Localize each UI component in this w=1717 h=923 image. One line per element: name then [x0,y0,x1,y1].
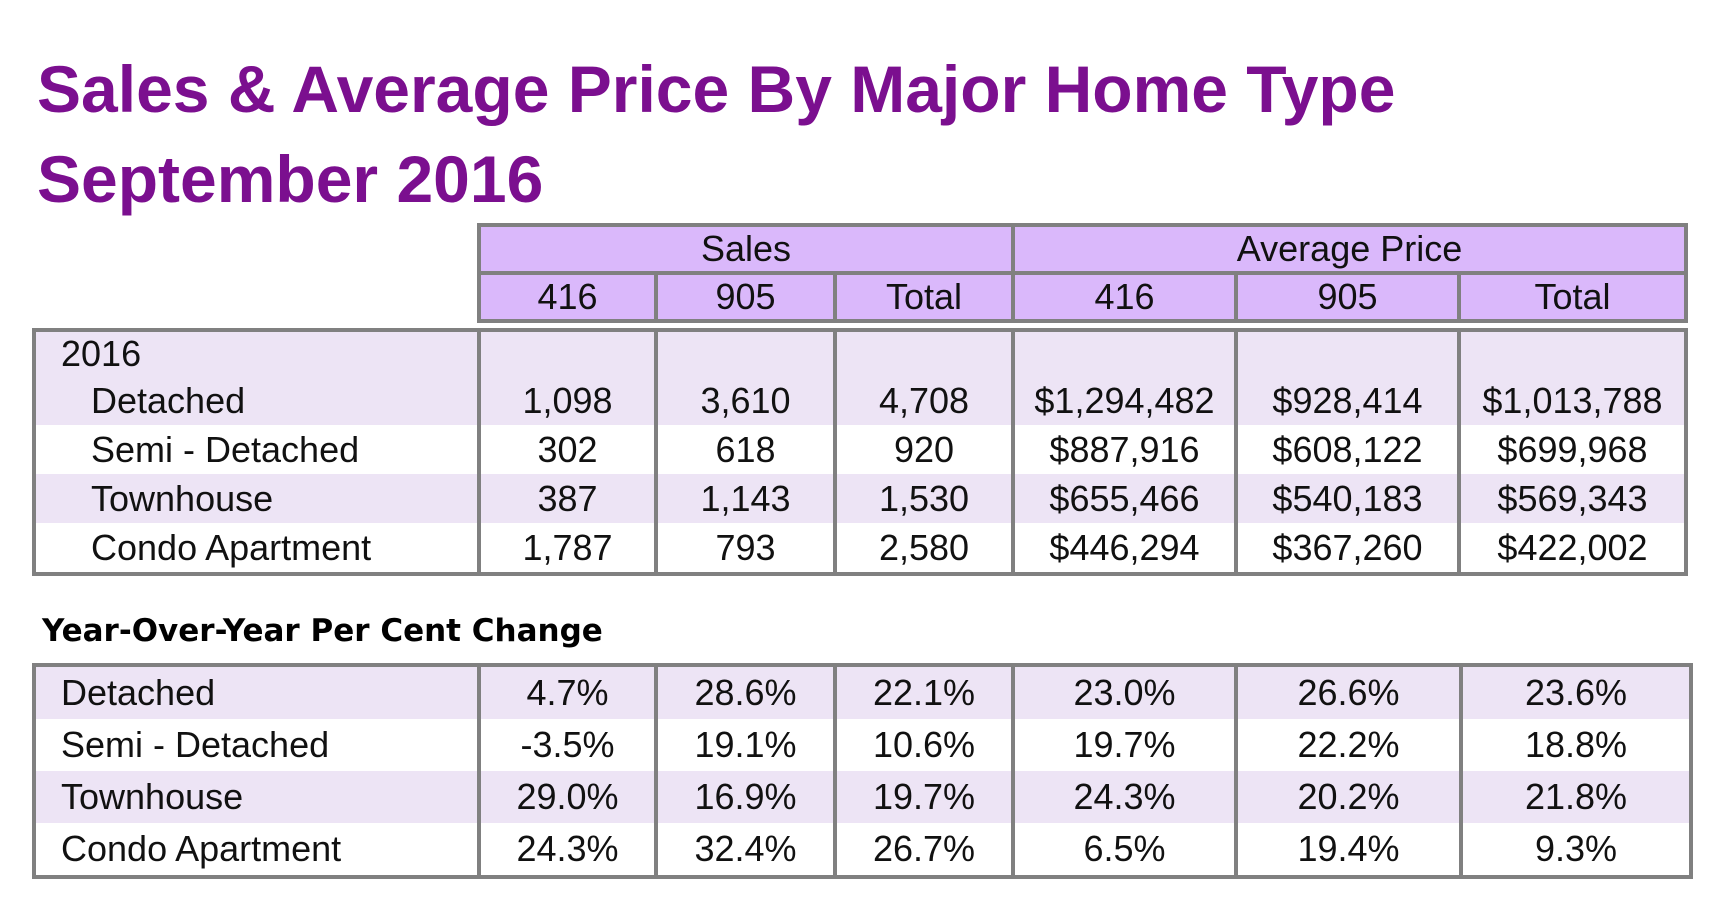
cell-value: 2,580 [833,523,1015,574]
cell-value: $1,013,788 [1457,376,1688,425]
column-header-table: Sales Average Price 416 905 Total 416 90… [476,223,1689,323]
cell-value: 19.7% [1011,719,1238,771]
row-label: Semi - Detached [32,719,481,771]
row-label: Detached [32,376,481,425]
cell-value: 387 [477,474,658,523]
cell-value: $699,968 [1457,425,1688,474]
cell-value: 4,708 [833,376,1015,425]
cell-value: 1,098 [477,376,658,425]
cell-value: 20.2% [1234,771,1463,823]
cell-value: 16.9% [654,771,837,823]
cell-value: 19.7% [833,771,1015,823]
row-label: Semi - Detached [32,425,481,474]
table-row: Semi - Detached 302 618 920 $887,916 $60… [32,425,1688,474]
cell-value: $655,466 [1011,474,1238,523]
cell-value: 6.5% [1011,823,1238,877]
table-row: Detached 1,098 3,610 4,708 $1,294,482 $9… [32,376,1688,425]
cell-value: $540,183 [1234,474,1461,523]
cell-value: 793 [654,523,837,574]
cell-value: 1,787 [477,523,658,574]
cell-value: $928,414 [1234,376,1461,425]
yoy-change-table: Detached 4.7% 28.6% 22.1% 23.0% 26.6% 23… [32,663,1693,879]
cell-value: 32.4% [654,823,837,877]
cell-value: 29.0% [477,771,658,823]
cell-value: $446,294 [1011,523,1238,574]
cell-value: $608,122 [1234,425,1461,474]
cell-value: 28.6% [654,665,837,719]
cell-value: 1,530 [833,474,1015,523]
header-group-average-price: Average Price [1011,223,1689,275]
page-subtitle-date: September 2016 [37,142,544,216]
table-row: Condo Apartment 1,787 793 2,580 $446,294… [32,523,1688,574]
header-col-price-416: 416 [1011,271,1239,323]
cell-value: 26.7% [833,823,1015,877]
row-label: Townhouse [32,771,481,823]
cell-value: 24.3% [1011,771,1238,823]
cell-value: 19.1% [654,719,837,771]
row-label: Condo Apartment [32,523,481,574]
table-row: Condo Apartment 24.3% 32.4% 26.7% 6.5% 1… [32,823,1693,877]
cell-value: 18.8% [1459,719,1693,771]
header-col-price-total: Total [1457,271,1689,323]
cell-value: 22.2% [1234,719,1463,771]
header-col-sales-905: 905 [654,271,837,323]
cell-value: 1,143 [654,474,837,523]
table-row: 2016 [32,330,1688,376]
table-row: Townhouse 387 1,143 1,530 $655,466 $540,… [32,474,1688,523]
cell-value: 3,610 [654,376,837,425]
cell-value: 23.6% [1459,665,1693,719]
header-col-price-905: 905 [1234,271,1462,323]
cell-value: 10.6% [833,719,1015,771]
header-col-sales-total: Total [832,271,1016,323]
header-col-sales-416: 416 [477,271,658,323]
cell-value: $367,260 [1234,523,1461,574]
table-row: Townhouse 29.0% 16.9% 19.7% 24.3% 20.2% … [32,771,1693,823]
cell-value: 22.1% [833,665,1015,719]
cell-value: 24.3% [477,823,658,877]
row-label: Detached [32,665,481,719]
cell-value: $422,002 [1457,523,1688,574]
cell-value: $1,294,482 [1011,376,1238,425]
cell-value: -3.5% [477,719,658,771]
yoy-section-heading: Year-Over-Year Per Cent Change [42,613,603,649]
cell-value: 920 [833,425,1015,474]
cell-value: 9.3% [1459,823,1693,877]
cell-value: $887,916 [1011,425,1238,474]
table-row: Semi - Detached -3.5% 19.1% 10.6% 19.7% … [32,719,1693,771]
cell-value: 23.0% [1011,665,1238,719]
page-title: Sales & Average Price By Major Home Type [37,52,1396,126]
sales-2016-table: 2016 Detached 1,098 3,610 4,708 $1,294,4… [32,328,1688,576]
cell-value: 21.8% [1459,771,1693,823]
row-label: Condo Apartment [32,823,481,877]
cell-value: 19.4% [1234,823,1463,877]
cell-value: $569,343 [1457,474,1688,523]
cell-value: 4.7% [477,665,658,719]
cell-value: 302 [477,425,658,474]
row-label: Townhouse [32,474,481,523]
year-label: 2016 [32,330,481,376]
cell-value: 26.6% [1234,665,1463,719]
header-group-sales: Sales [476,223,1016,275]
cell-value: 618 [654,425,837,474]
table-row: Detached 4.7% 28.6% 22.1% 23.0% 26.6% 23… [32,665,1693,719]
